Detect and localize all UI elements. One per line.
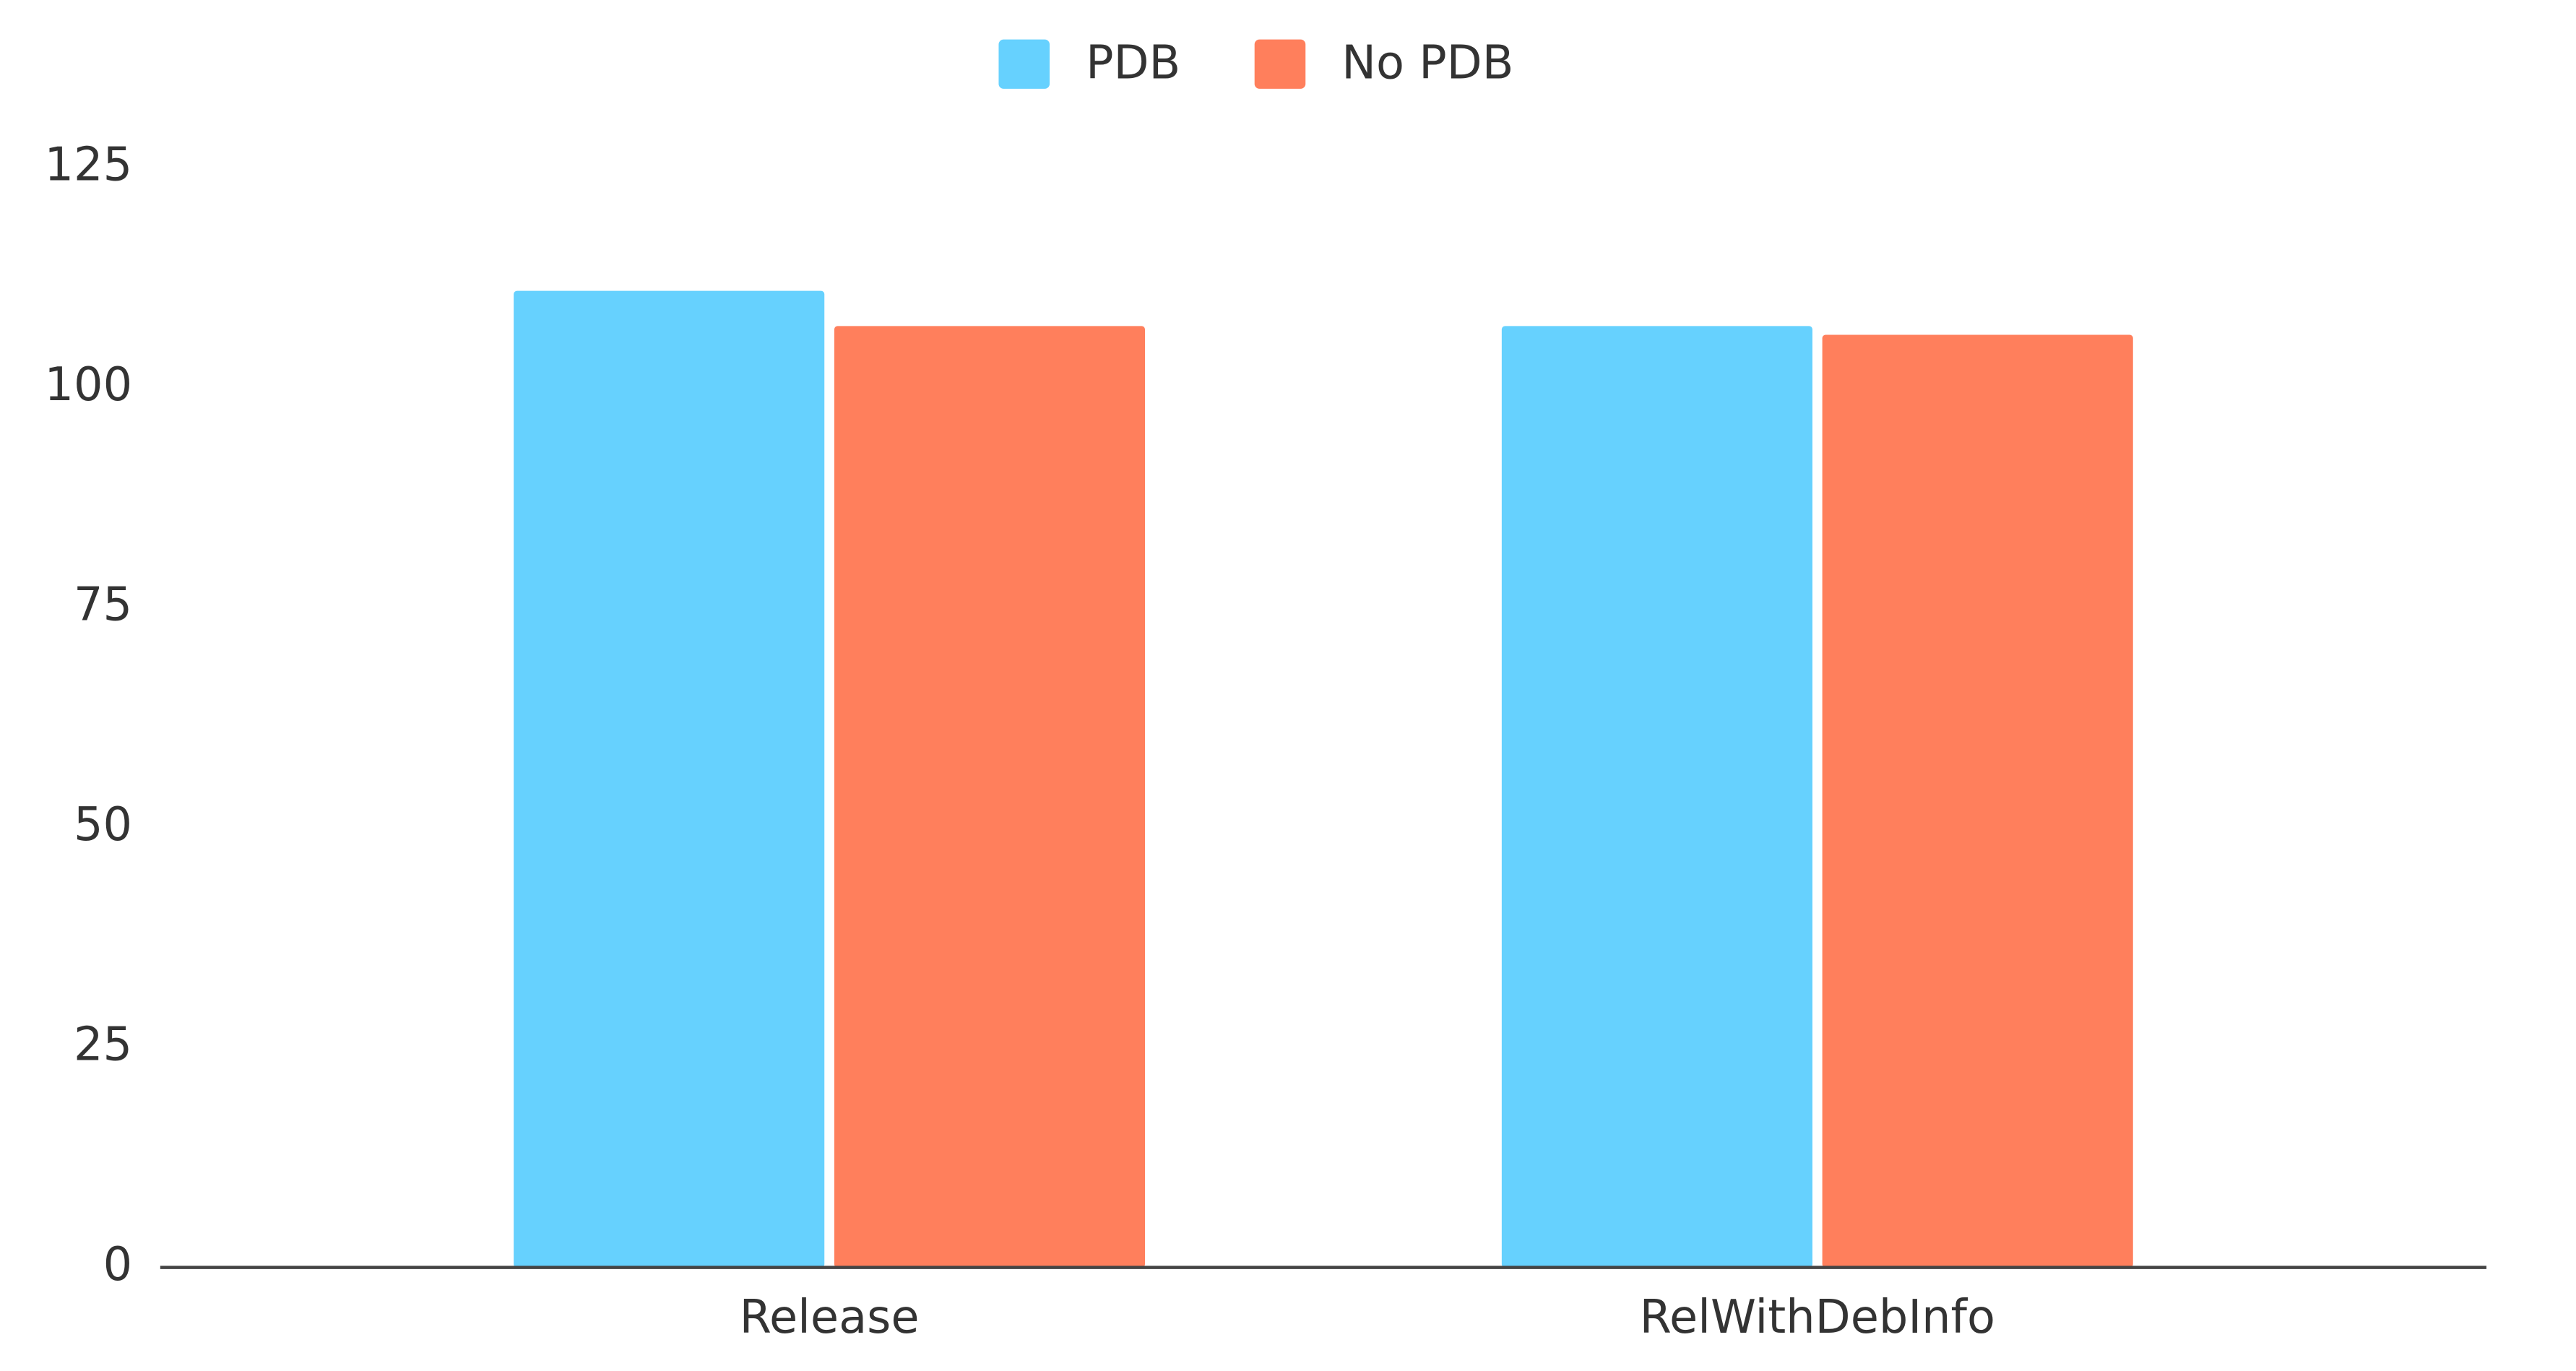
bar	[834, 326, 1146, 1268]
y-tick-label: 25	[74, 1018, 132, 1072]
x-tick-label: RelWithDebInfo	[1640, 1291, 1995, 1344]
bar	[514, 290, 825, 1268]
y-tick-label: 125	[45, 139, 133, 192]
y-tick-label: 100	[45, 358, 133, 412]
legend-swatch	[998, 39, 1050, 89]
x-tick-label: Release	[740, 1291, 920, 1344]
legend-label: No PDB	[1341, 37, 1513, 90]
legend-label: PDB	[1086, 37, 1180, 90]
y-tick-label: 75	[74, 579, 132, 632]
y-tick-label: 50	[74, 798, 132, 852]
legend-swatch	[1254, 39, 1306, 89]
bar	[1501, 326, 1812, 1268]
bar	[1822, 334, 2133, 1268]
y-tick-label: 0	[103, 1238, 133, 1292]
